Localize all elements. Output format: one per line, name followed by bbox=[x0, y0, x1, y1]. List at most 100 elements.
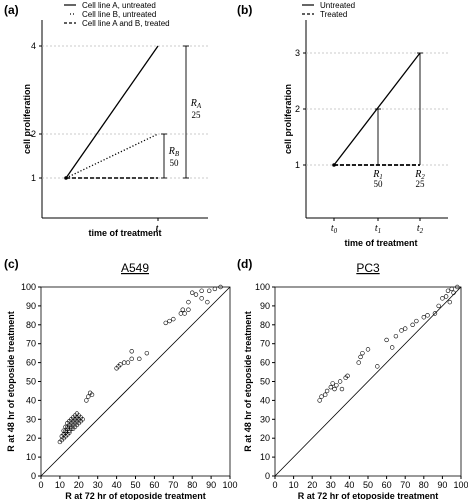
panel-b-label: (b) bbox=[237, 3, 252, 17]
origin-point bbox=[64, 176, 68, 180]
x-tick-label-t1: t1 bbox=[375, 223, 381, 235]
scatter-point-9 bbox=[339, 386, 345, 392]
scatter-point-22 bbox=[410, 322, 415, 327]
scatter-point-27 bbox=[436, 303, 441, 309]
annotation-ra-letter: RA bbox=[190, 98, 202, 110]
y-tick-label-100: 100 bbox=[255, 282, 270, 292]
y-tick-label-1: 1 bbox=[295, 160, 300, 170]
y-tick-label-30: 30 bbox=[260, 414, 270, 424]
scatter-point-66 bbox=[212, 286, 218, 292]
scatter-point-14 bbox=[69, 426, 74, 431]
scatter-point-18 bbox=[389, 345, 395, 350]
x-axis-label: R at 72 hr of etoposide treatment bbox=[65, 491, 206, 500]
series-line-0 bbox=[65, 45, 159, 179]
chart-title: PC3 bbox=[356, 261, 380, 275]
scatter-point-15 bbox=[365, 347, 371, 352]
scatter-point-39 bbox=[74, 411, 80, 416]
scatter-point-68 bbox=[182, 311, 187, 316]
panel-c: 00 10 10 20 20 30 30 40 40 50 50 60 60 70 70 80 80 90 90 10… bbox=[6, 261, 238, 500]
x-tick-label-100: 100 bbox=[222, 480, 237, 490]
panel-d-label: (d) bbox=[237, 257, 252, 271]
scatter-point-0 bbox=[317, 398, 322, 403]
x-tick-label-t0: t0 bbox=[331, 223, 338, 235]
x-axis-label: time of treatment bbox=[88, 228, 161, 238]
panel-c-label: (c) bbox=[4, 257, 19, 271]
scatter-point-48 bbox=[125, 360, 131, 365]
annotation-r2-letter: R2 bbox=[414, 169, 425, 181]
scatter-point-65 bbox=[207, 288, 212, 293]
annotation-r1-value: 50 bbox=[374, 179, 384, 189]
panel-d: 00 10 10 20 20 30 30 40 40 50 50 60 60 70 70 80 80 90 90 10… bbox=[243, 261, 468, 500]
x-tick-label-40: 40 bbox=[344, 480, 354, 490]
scatter-point-56 bbox=[178, 311, 184, 316]
panel-a-label: (a) bbox=[4, 3, 19, 17]
x-axis-label: R at 72 hr of etoposide treatment bbox=[298, 491, 439, 500]
scatter-point-25 bbox=[425, 313, 430, 318]
scatter-point-47 bbox=[121, 360, 127, 365]
y-tick-label-70: 70 bbox=[260, 339, 270, 349]
scatter-point-13 bbox=[358, 354, 363, 360]
y-tick-label-50: 50 bbox=[26, 377, 36, 387]
y-tick-label-60: 60 bbox=[260, 358, 270, 368]
scatter-point-60 bbox=[190, 290, 195, 295]
scatter-point-7 bbox=[334, 383, 339, 388]
x-tick-label-t: t bbox=[156, 223, 159, 233]
scatter-point-31 bbox=[447, 299, 453, 305]
y-tick-label-90: 90 bbox=[260, 301, 270, 311]
x-tick-label-100: 100 bbox=[453, 480, 468, 490]
y-tick-label-40: 40 bbox=[26, 395, 36, 405]
x-tick-label-10: 10 bbox=[55, 480, 65, 490]
x-tick-label-70: 70 bbox=[168, 480, 178, 490]
scatter-point-2 bbox=[323, 392, 328, 397]
scatter-point-58 bbox=[186, 307, 191, 312]
scatter-point-19 bbox=[393, 333, 399, 339]
y-tick-label-90: 90 bbox=[26, 301, 36, 311]
x-tick-label-30: 30 bbox=[326, 480, 336, 490]
scatter-point-31 bbox=[61, 428, 66, 433]
scatter-point-6 bbox=[332, 386, 337, 392]
y-tick-label-60: 60 bbox=[26, 358, 36, 368]
scatter-point-29 bbox=[443, 294, 449, 299]
scatter-point-14 bbox=[360, 350, 365, 356]
chart-title: A549 bbox=[121, 261, 149, 275]
scatter-point-52 bbox=[144, 350, 150, 356]
y-tick-label-10: 10 bbox=[26, 452, 36, 462]
scatter-point-30 bbox=[80, 417, 85, 422]
scatter-point-37 bbox=[67, 418, 72, 424]
scatter-point-11 bbox=[67, 430, 72, 435]
scatter-point-46 bbox=[118, 362, 123, 367]
scatter-point-24 bbox=[421, 315, 426, 320]
x-tick-label-80: 80 bbox=[187, 480, 197, 490]
y-tick-label-4: 4 bbox=[31, 41, 36, 51]
y-axis-label: R at 48 hr of etoposide treatment bbox=[243, 311, 253, 452]
y-tick-label-20: 20 bbox=[26, 433, 36, 443]
x-tick-label-0: 0 bbox=[38, 480, 43, 490]
x-tick-label-30: 30 bbox=[93, 480, 103, 490]
legend-entry-0: Untreated bbox=[320, 1, 355, 10]
scatter-point-64 bbox=[205, 299, 210, 305]
scatter-point-49 bbox=[129, 356, 134, 362]
scatter-point-16 bbox=[375, 364, 380, 369]
legend-entry-2: Cell line A and B, treated bbox=[82, 19, 170, 28]
scatter-point-53 bbox=[163, 320, 168, 326]
scatter-point-38 bbox=[70, 415, 76, 420]
origin-point bbox=[332, 163, 336, 167]
x-tick-label-20: 20 bbox=[74, 480, 84, 490]
scatter-point-20 bbox=[399, 328, 404, 333]
scatter-point-61 bbox=[193, 292, 199, 297]
legend-entry-1: Treated bbox=[320, 10, 347, 19]
scatter-point-36 bbox=[63, 424, 68, 430]
scatter-point-63 bbox=[199, 296, 204, 301]
scatter-point-5 bbox=[330, 381, 335, 386]
x-tick-label-0: 0 bbox=[272, 480, 277, 490]
y-tick-label-2: 2 bbox=[295, 104, 300, 114]
series-line-1 bbox=[65, 133, 159, 179]
y-tick-label-0: 0 bbox=[31, 471, 36, 481]
scatter-point-23 bbox=[414, 318, 419, 324]
y-tick-label-40: 40 bbox=[260, 395, 270, 405]
x-tick-label-60: 60 bbox=[382, 480, 392, 490]
y-tick-label-80: 80 bbox=[26, 320, 36, 330]
scatter-point-30 bbox=[445, 288, 451, 293]
x-tick-label-40: 40 bbox=[112, 480, 122, 490]
